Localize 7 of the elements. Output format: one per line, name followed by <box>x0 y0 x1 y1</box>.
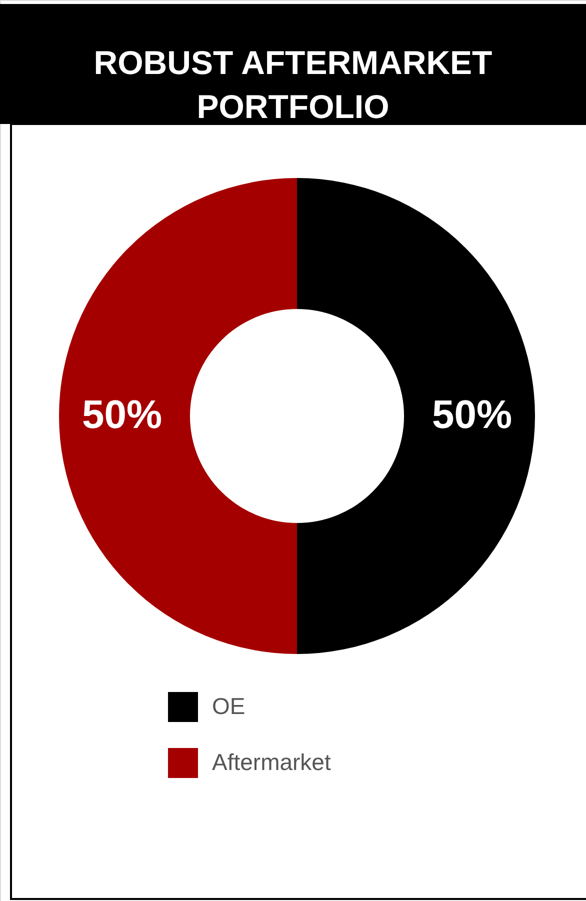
legend-label: OE <box>212 693 246 719</box>
donut-slice <box>297 178 535 654</box>
legend-label: Aftermarket <box>212 749 332 775</box>
data-label: 50% <box>82 393 162 437</box>
chart-title: ROBUST AFTERMARKET PORTFOLIO <box>94 44 492 125</box>
data-label: 50% <box>432 393 512 437</box>
donut-slice <box>59 178 297 654</box>
